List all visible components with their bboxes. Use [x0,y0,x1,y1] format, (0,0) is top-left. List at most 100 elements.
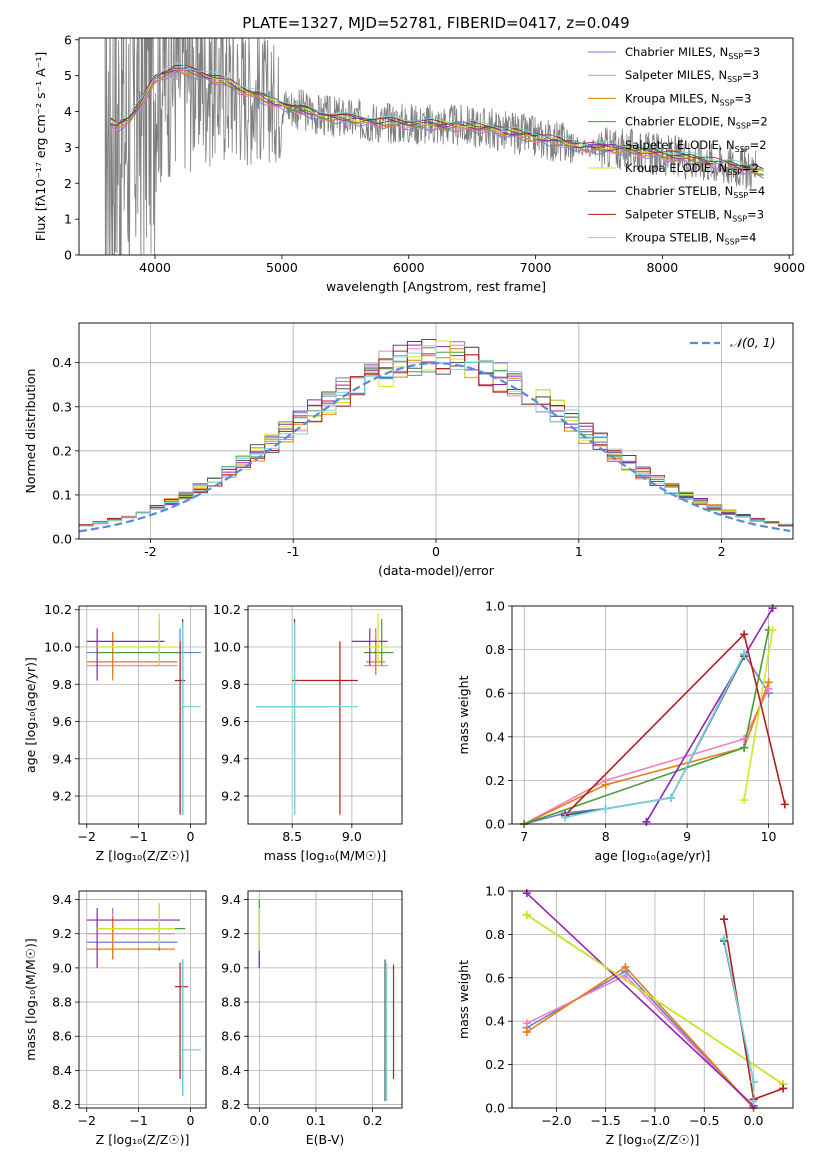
x-tick-label: −1.5 [590,1113,620,1128]
y-tick-label: 0.8 [485,927,505,942]
y-axis-label: mass weight [456,675,471,754]
y-tick-label: 8.6 [221,1029,241,1044]
legend-label-7: Salpeter STELIB, NSSP=3 [625,207,764,223]
series-marker [601,804,610,813]
series-marker [666,793,675,802]
y-tick-label: 0.2 [485,1057,505,1072]
axes-age-vs-mass: 8.5 9.0 9.2 9.4 9.6 9.8 10.0 10.2 mass [log₁₀(M/… [213,602,403,863]
x-axis-label: E(B-V) [306,1132,345,1147]
x-tick-label: 8 [602,829,610,844]
x-tick-label: 0.0 [249,1113,269,1128]
series-marker [780,800,789,809]
series-line-4 [526,892,755,1107]
x-tick-label: −2 [78,1113,96,1128]
x-tick-label: 0.1 [306,1113,326,1128]
axes-spectrum: 4000 5000 6000 7000 8000 9000 0 1 2 3 4 5 6 wavelengt… [33,14,805,294]
x-axis-label: wavelength [Angstrom, rest frame] [326,279,546,294]
y-tick-label: 9.4 [52,751,72,766]
series-marker [764,678,773,687]
x-tick-label: 8000 [646,260,678,275]
x-tick-label: 7000 [520,260,552,275]
y-axis-label: Normed distribution [23,369,38,494]
axes-residuals: -2 -1 0 1 2 0.0 0.1 0.2 0.3 0.4 (data-model)/error… [23,322,794,578]
x-tick-label: 7 [520,829,528,844]
series-marker [740,734,749,743]
y-tick-label: 10.2 [213,602,241,617]
legend-label-3: Chabrier ELODIE, NSSP=2 [625,115,768,131]
plot-area-mass-vs-ebv [248,891,402,1108]
x-tick-label: −2.0 [541,1113,571,1128]
x-axis-label: (data-model)/error [378,563,495,578]
x-axis-label: Z [log₁₀(Z/Z☉)] [606,1132,700,1147]
legend-label-6: Chabrier STELIB, NSSP=4 [625,184,765,200]
x-tick-label: 0.2 [363,1113,383,1128]
legend-label-8: Kroupa STELIB, NSSP=4 [625,231,756,247]
axes-frame [78,322,794,540]
x-tick-label: 9.0 [342,829,362,844]
series-marker [522,889,531,898]
axes-weight-vs-Z: −2.0 −1.5 −1.0 −0.5 0.0 0.0 0.2 0.4 0.6 0.8 1.0 Z [… [456,884,794,1147]
y-tick-label: 9.8 [221,677,241,692]
legend-label-0: Chabrier MILES, NSSP=3 [625,45,760,61]
chart-title: PLATE=1327, MJD=52781, FIBERID=0417, z=0… [242,14,629,32]
y-tick-label: 6 [64,32,72,47]
series-marker [719,934,728,943]
x-tick-label: 10 [761,829,777,844]
y-tick-label: 8.6 [52,1029,72,1044]
gaussian-legend-label: 𝒩(0, 1) [730,335,776,350]
series-marker [560,813,569,822]
model-spectrum-7 [110,64,764,170]
y-axis-label: mass weight [456,960,471,1039]
y-tick-label: 9.4 [52,892,72,907]
legend-label-2: Kroupa MILES, NSSP=3 [625,91,751,107]
axes-mass-vs-ebv: 0.0 0.1 0.2 8.2 8.4 8.6 8.8 9.0 9.2 9.4 E(B-V) [221,890,403,1147]
x-tick-label: 2 [718,544,726,559]
y-tick-label: 4 [64,104,72,119]
x-tick-label: 9 [683,829,691,844]
series-marker [768,625,777,634]
series-line-3 [523,629,770,824]
y-tick-label: 10.2 [44,602,72,617]
axes-mass-vs-Z: −2 −1 0 8.2 8.4 8.6 8.8 9.0 9.2 9.4 Z [log₁₀(Z/Z☉)… [23,890,207,1147]
series-marker [621,971,630,980]
series-line-2 [523,682,770,824]
x-tick-label: 0 [432,544,440,559]
x-tick-label: -2 [144,544,156,559]
legend-label-5: Kroupa ELODIE, NSSP=2 [625,161,759,177]
y-tick-label: 2 [64,176,72,191]
y-tick-label: 9.0 [52,960,72,975]
axes-frame [247,890,403,1109]
y-tick-label: 9.6 [52,714,72,729]
axes-frame [247,605,403,825]
x-tick-label: 1 [575,544,583,559]
series-marker [601,780,610,789]
y-tick-label: 0.2 [485,773,505,788]
axes-frame [78,605,207,825]
series-marker [768,604,777,613]
series-marker [779,1084,788,1093]
series-marker [522,910,531,919]
y-axis-label: mass [log₁₀(M/M☉)] [23,938,38,1060]
y-tick-label: 9.8 [52,677,72,692]
model-spectrum-8 [110,62,764,170]
y-axis-label: age [log₁₀(age/yr)] [23,657,38,773]
series-marker [740,630,749,639]
x-tick-label: 4000 [139,260,171,275]
x-tick-label: 0.0 [744,1113,764,1128]
model-spectrum-2 [110,68,764,177]
x-tick-label: 0 [186,829,194,844]
series-marker [621,962,630,971]
y-tick-label: 8.2 [52,1097,72,1112]
y-tick-label: 0.4 [485,1014,505,1029]
axes-weight-vs-age: 7 8 9 10 0.0 0.2 0.4 0.6 0.8 1.0 age [log₁₀(age/yr… [456,599,794,863]
y-tick-label: 10.0 [44,639,72,654]
axes-frame [78,37,794,256]
y-tick-label: 5 [64,68,72,83]
spectrum-legend: Chabrier MILES, NSSP=3 Salpeter MILES, NS… [588,45,768,247]
y-tick-label: 9.2 [52,926,72,941]
y-tick-label: 0.3 [52,399,72,414]
y-tick-label: 3 [64,140,72,155]
axes-frame [511,890,794,1109]
x-tick-label: 8.5 [282,829,302,844]
y-tick-label: 8.4 [221,1063,241,1078]
